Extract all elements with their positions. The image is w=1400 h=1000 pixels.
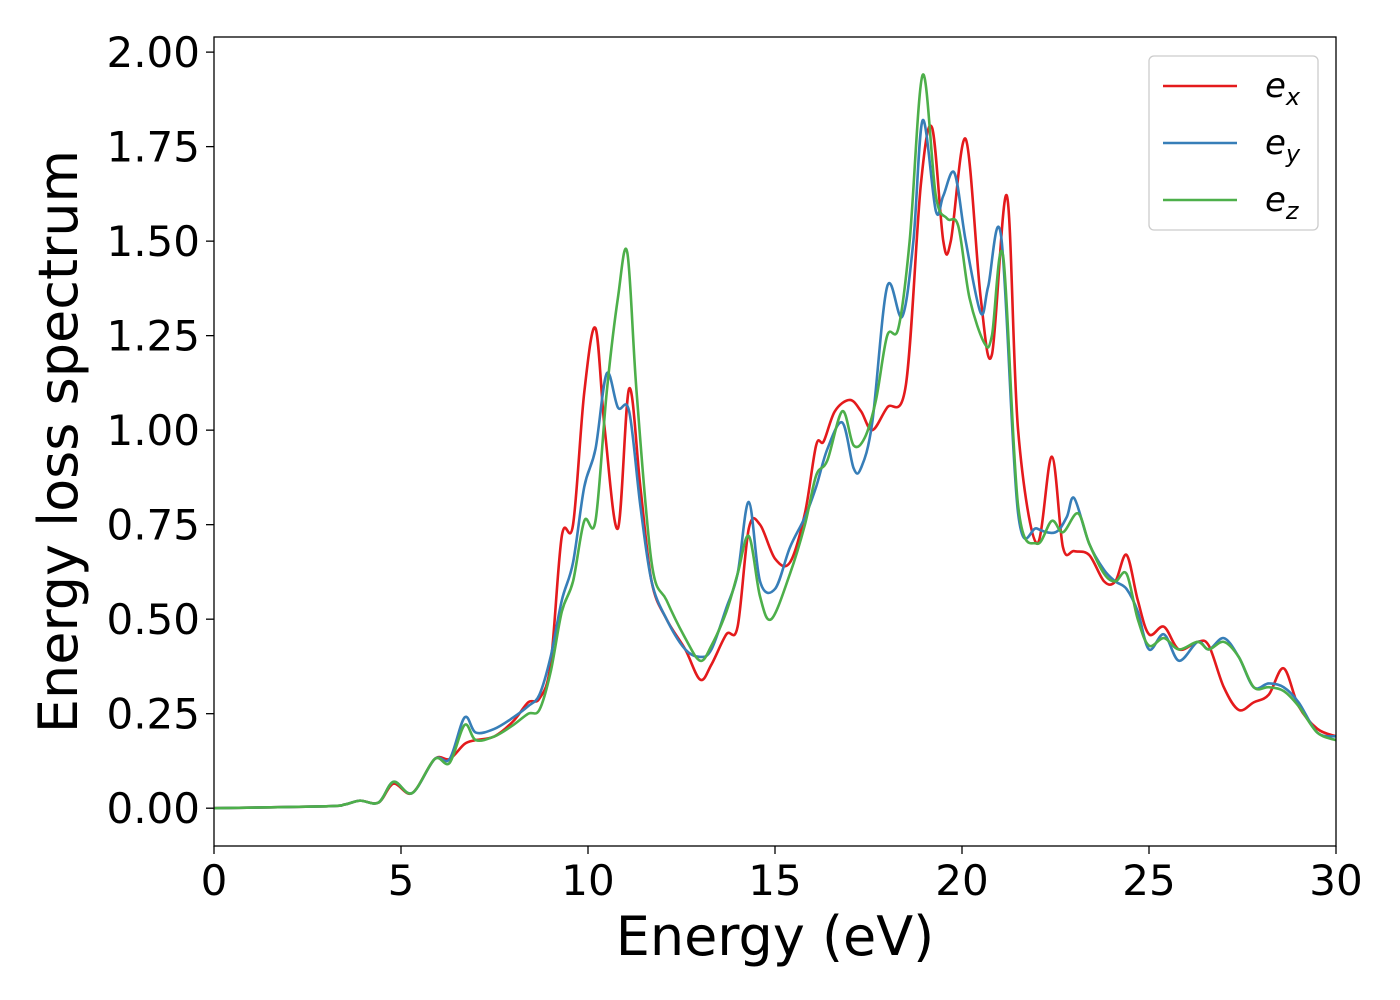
series-line-z (214, 73, 1336, 810)
y-tick-label: 1.75 (106, 123, 200, 172)
plot-frame (213, 36, 1337, 847)
x-tick-label: 20 (935, 856, 988, 905)
legend: ex ey ez (1148, 55, 1319, 231)
legend-entry-x: ex (1265, 66, 1301, 111)
legend-entry-y: ey (1265, 123, 1301, 168)
y-axis-label: Energy loss spectrum (27, 150, 90, 733)
x-axis-ticks: 0 5 10 15 20 25 30 (201, 846, 1363, 905)
x-tick-label: 0 (201, 856, 228, 905)
x-tick-label: 25 (1122, 856, 1175, 905)
y-tick-label: 1.50 (106, 217, 200, 266)
series-lines (214, 73, 1336, 810)
x-axis-label: Energy (eV) (616, 905, 935, 968)
y-tick-label: 1.00 (106, 406, 200, 455)
x-tick-label: 10 (561, 856, 614, 905)
y-tick-label: 0.00 (106, 784, 200, 833)
y-tick-label: 0.25 (106, 690, 200, 739)
series-line-y (214, 118, 1336, 810)
y-axis-ticks: 0.00 0.25 0.50 0.75 1.00 1.25 1.50 1.75 2.00 (106, 28, 214, 833)
y-tick-label: 1.25 (106, 312, 200, 361)
x-tick-label: 5 (388, 856, 415, 905)
y-tick-label: 0.50 (106, 595, 200, 644)
series-line-x (214, 124, 1336, 810)
x-tick-label: 15 (748, 856, 801, 905)
y-tick-label: 2.00 (106, 28, 200, 77)
x-tick-label: 30 (1309, 856, 1362, 905)
y-tick-label: 0.75 (106, 501, 200, 550)
legend-entry-z: ez (1265, 180, 1300, 225)
